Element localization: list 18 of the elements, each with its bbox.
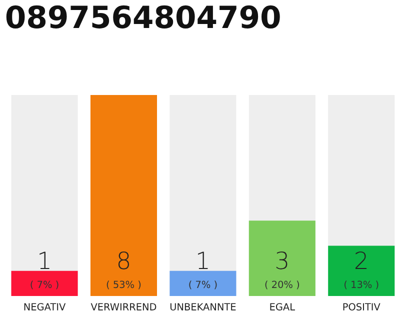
bar — [11, 270, 78, 296]
annotation: ( 53% ) — [106, 280, 141, 290]
data-label: 2 — [356, 251, 367, 269]
data-label: 3 — [276, 251, 288, 270]
data-label: 1 — [198, 252, 208, 269]
annotation: ( 7% ) — [30, 280, 58, 290]
annotation: ( 13% ) — [344, 280, 378, 290]
data-label: 8 — [118, 251, 130, 270]
x-tick-label: VERWIRREND — [90, 303, 156, 310]
x-tick-label: NEGATIV — [24, 303, 66, 310]
x-tick-label: EGAL — [270, 303, 295, 310]
data-label: 1 — [40, 252, 50, 269]
bar — [170, 270, 236, 296]
x-tick-label: UNBEKANNTE — [170, 303, 236, 310]
chart-title: 0897564804790 — [6, 5, 280, 28]
annotation: ( 7% ) — [189, 280, 217, 290]
x-tick-label: POSITIV — [343, 303, 380, 310]
annotation: ( 20% ) — [265, 280, 300, 290]
